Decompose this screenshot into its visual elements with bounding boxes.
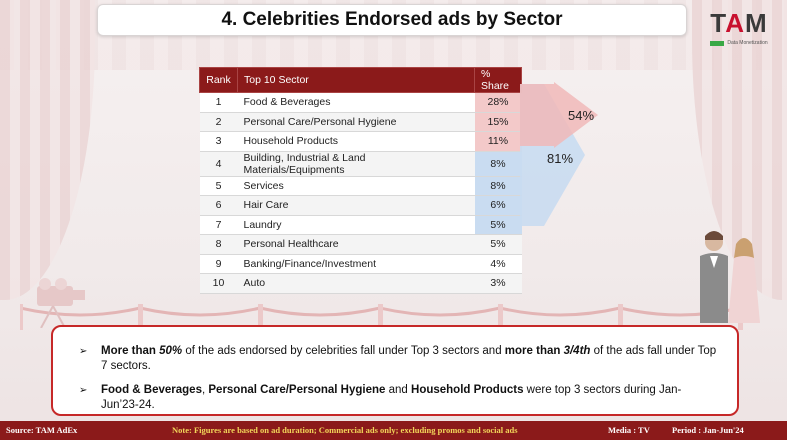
share-cell: 4%: [474, 254, 522, 274]
curtain-left: [0, 0, 95, 300]
rank-cell: 4: [199, 151, 238, 177]
logo-text: TAM: [710, 8, 768, 38]
sector-cell: Banking/Finance/Investment: [237, 254, 475, 274]
insight-text: of the ads endorsed by celebrities fall …: [182, 345, 505, 357]
table-row: 7 Laundry 5%: [199, 215, 522, 235]
footer-bar: Source: TAM AdEx Note: Figures are based…: [0, 421, 787, 440]
slide-title-box: 4. Celebrities Endorsed ads by Sector: [97, 4, 687, 36]
top3-arrow: [520, 82, 598, 148]
table-row: 3 Household Products 11%: [199, 131, 522, 152]
top10-sector-table: Rank Top 10 Sector % Share 1 Food & Bever…: [199, 67, 522, 294]
sector-cell: Auto: [237, 273, 475, 294]
insight-text: were top 3 sectors during Jan-Jun’23-24.: [101, 384, 682, 411]
sector-cell: Household Products: [237, 131, 475, 152]
logo-green-bar: [710, 40, 725, 46]
tam-logo: TAM Data Monetization: [706, 8, 772, 52]
rank-cell: 10: [199, 273, 238, 294]
share-cell: 3%: [474, 273, 522, 294]
share-cell: 28%: [474, 92, 522, 113]
table-row: 8 Personal Healthcare 5%: [199, 234, 522, 255]
share-cell: 5%: [474, 234, 522, 255]
top7-share-label: 81%: [547, 151, 574, 166]
rank-cell: 3: [199, 131, 238, 152]
rank-cell: 1: [199, 92, 238, 113]
bullet-arrow-icon: ➢: [79, 385, 88, 396]
table-row: 9 Banking/Finance/Investment 4%: [199, 254, 522, 274]
insight-text: 50%: [159, 345, 183, 357]
rank-cell: 9: [199, 254, 238, 274]
logo-wordmark: TAM: [706, 8, 772, 38]
table-header-row: Rank Top 10 Sector % Share: [199, 67, 522, 93]
header-sector: Top 10 Sector: [237, 67, 475, 93]
sector-cell: Personal Care/Personal Hygiene: [237, 112, 475, 132]
sector-cell: Personal Healthcare: [237, 234, 475, 255]
top3-share-label: 54%: [568, 108, 595, 123]
table-row: 4 Building, Industrial & Land Materials/E…: [199, 151, 522, 177]
insight-text: Food & Beverages: [101, 384, 202, 396]
key-insights-box: ➢ More than 50% of the ads endorsed by c…: [51, 325, 739, 416]
rank-cell: 5: [199, 176, 238, 196]
table-row: 2 Personal Care/Personal Hygiene 15%: [199, 112, 522, 132]
rank-cell: 8: [199, 234, 238, 255]
footer-period: Period : Jan-Jun'24: [672, 425, 744, 435]
sector-cell: Food & Beverages: [237, 92, 475, 113]
table-row: 10 Auto 3%: [199, 273, 522, 294]
table-row: 1 Food & Beverages 28%: [199, 92, 522, 113]
logo-tagline: Data Monetization: [727, 40, 768, 46]
table-row: 5 Services 8%: [199, 176, 522, 196]
sector-cell: Services: [237, 176, 475, 196]
share-cell: 5%: [474, 215, 522, 235]
insight-text: Household Products: [411, 384, 524, 396]
table-row: 6 Hair Care 6%: [199, 195, 522, 216]
insight-bullet-2: ➢ Food & Beverages, Personal Care/Person…: [79, 383, 719, 413]
footer-media: Media : TV: [608, 425, 650, 435]
share-cell: 8%: [474, 176, 522, 196]
share-cell: 8%: [474, 151, 522, 177]
share-cell: 6%: [474, 195, 522, 216]
insight-text: of the ads fall under Top 7 sectors.: [101, 345, 717, 372]
insight-text: Personal Care/Personal Hygiene: [208, 384, 386, 396]
sector-cell: Hair Care: [237, 195, 475, 216]
insight-bullet-1: ➢ More than 50% of the ads endorsed by c…: [79, 344, 719, 374]
sector-cell: Laundry: [237, 215, 475, 235]
share-cell: 11%: [474, 131, 522, 152]
sector-cell: Building, Industrial & Land Materials/Eq…: [237, 151, 475, 177]
insight-text: ,: [201, 384, 209, 396]
rank-cell: 2: [199, 112, 238, 132]
insight-text: 3/4th: [563, 345, 591, 357]
footer-source: Source: TAM AdEx: [6, 425, 78, 435]
header-share: % Share: [474, 67, 522, 93]
share-callout-arrows: [520, 80, 598, 226]
camera-illustration: [37, 278, 85, 328]
share-cell: 15%: [474, 112, 522, 132]
celebrity-couple-illustration: [700, 231, 760, 323]
insight-text: and: [385, 384, 412, 396]
header-rank: Rank: [199, 67, 238, 93]
top3-arrow: [520, 80, 554, 84]
footer-note: Note: Figures are based on ad duration; …: [172, 425, 518, 435]
insight-text: More than: [101, 345, 160, 357]
rank-cell: 6: [199, 195, 238, 216]
slide-title: 4. Celebrities Endorsed ads by Sector: [221, 9, 563, 30]
bullet-arrow-icon: ➢: [79, 346, 88, 357]
insight-text: more than: [504, 345, 564, 357]
rank-cell: 7: [199, 215, 238, 235]
